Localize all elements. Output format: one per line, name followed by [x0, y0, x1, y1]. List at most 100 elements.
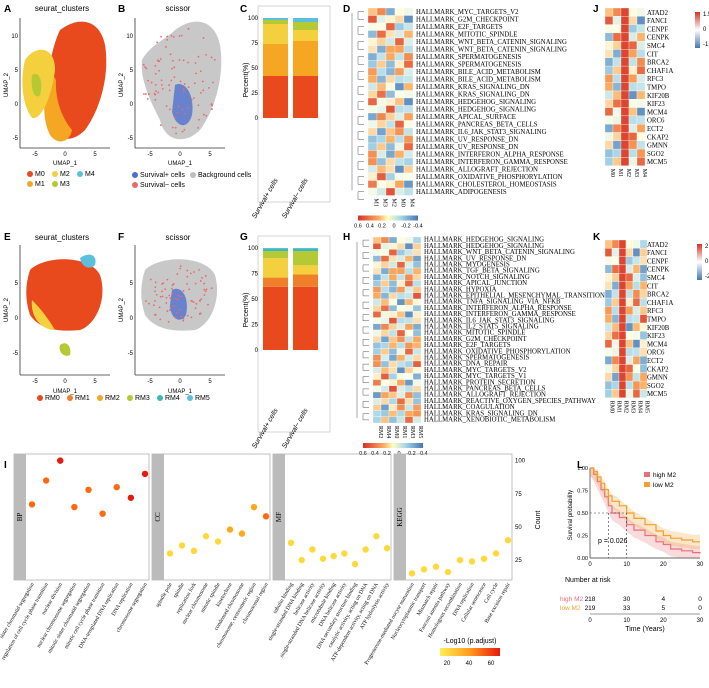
heatmap-cell [620, 107, 630, 117]
heatmap-cell [404, 286, 414, 293]
heatmap-cell [380, 267, 390, 275]
row-label: KIF23 [647, 333, 665, 340]
heatmap-cell [639, 389, 648, 398]
heatmap-cell [639, 372, 648, 382]
panel-e: E seurat_clusters UMAP_2 UMAP_1 -5 0 5 5… [4, 232, 110, 395]
heatmap-cell [404, 336, 414, 343]
heatmap-cell [380, 342, 390, 349]
row-label: MCM5 [647, 159, 668, 166]
row-label: HALLMARK_MYC_TARGETS_V2 [424, 367, 527, 374]
heatmap-cell [396, 305, 406, 312]
facet-frame [13, 453, 150, 581]
heatmap-cell [604, 32, 614, 42]
heatmap-cell [628, 124, 638, 133]
survival-minus-point [166, 310, 169, 312]
color-legend-tick: 60 [488, 661, 495, 667]
legend-label: Survival− cells [140, 182, 185, 189]
legend-swatch [27, 181, 33, 187]
color-legend-bar [440, 648, 500, 656]
heatmap-cell [367, 97, 378, 106]
heatmap-cell [376, 15, 387, 24]
survival-minus-point [177, 294, 179, 297]
bar-segment-m1 [293, 41, 318, 76]
heatmap-cell [396, 311, 406, 318]
heatmap-cell [394, 60, 405, 69]
survival-minus-point [154, 281, 157, 284]
y-axis-label: UMAP_2 [119, 72, 125, 97]
survival-minus-point [168, 89, 171, 92]
heatmap-cell [372, 329, 382, 337]
survival-minus-point [203, 288, 206, 291]
row-label: HALLMARK_INTERFERON_GAMMA_RESPONSE [424, 311, 576, 318]
heatmap-cell [636, 132, 646, 141]
row-label: HALLMARK_COAGULATION [424, 404, 515, 411]
survival-minus-point [200, 298, 203, 301]
heatmap-cell [620, 82, 630, 92]
heatmap-cell [385, 60, 396, 69]
survival-minus-point [145, 67, 148, 70]
x-tick: 5 [208, 152, 212, 158]
risk-value: 219 [585, 605, 596, 612]
y-tick: -5 [128, 351, 134, 357]
heatmap-cell [388, 342, 398, 349]
legend-swatch [157, 395, 163, 401]
heatmap-cell [376, 90, 387, 99]
bar-segment-m3 [293, 22, 318, 30]
bar-segment-rm4 [293, 249, 318, 252]
heatmap-cell [376, 75, 387, 84]
heatmap-cell [385, 67, 396, 76]
row-label: HALLMARK_APICAL_JUNCTION [424, 280, 527, 287]
heatmap-cell [604, 356, 613, 365]
heatmap-cell [628, 16, 638, 25]
survival-minus-point [159, 124, 162, 127]
enrichment-dot [99, 510, 106, 517]
dendrogram-branch [362, 413, 369, 421]
heatmap-cell [625, 314, 634, 324]
legend-tick: -0.4 [413, 224, 422, 230]
heatmap-cell [412, 360, 422, 368]
heatmap-cell [372, 243, 382, 250]
survival-minus-point [150, 81, 153, 84]
risk-value: 4 [662, 596, 666, 603]
survival-minus-point [203, 294, 206, 296]
row-label: HALLMARK_E2F_TARGETS [424, 342, 511, 349]
heatmap-cell [376, 30, 387, 39]
heatmap-cell [385, 105, 396, 114]
survival-minus-point [171, 287, 173, 290]
heatmap-cell [388, 354, 398, 362]
row-label: HALLMARK_BILE_ACID_METABOLISM [416, 77, 541, 84]
survival-minus-point [161, 290, 163, 293]
heatmap-cell [636, 99, 646, 108]
survival-minus-point [154, 83, 157, 86]
heatmap-cell [394, 142, 405, 151]
color-legend-bar [363, 443, 423, 448]
y-tick: -5 [128, 136, 134, 142]
facet-label: BP [16, 513, 24, 522]
survival-minus-point [144, 66, 146, 68]
row-label: HALLMARK_HEDGEHOG_SIGNALING [416, 107, 536, 114]
heatmap-cell [376, 52, 387, 61]
heatmap-cell [380, 261, 390, 269]
survival-minus-point [170, 79, 173, 82]
x-category-label: Survival− cells [281, 407, 310, 450]
dendrogram-branch [362, 363, 369, 371]
heatmap-cell [388, 373, 398, 380]
heatmap-cell [612, 140, 622, 150]
heatmap-cell [625, 372, 634, 382]
survival-minus-point [202, 37, 205, 39]
heatmap-cell [396, 385, 406, 393]
enrichment-dot [362, 546, 369, 553]
survival-minus-point [178, 59, 181, 61]
heatmap-cell [604, 248, 613, 257]
survival-minus-point [207, 303, 209, 306]
x-tick: 5 [93, 379, 97, 385]
heatmap-cell [604, 331, 613, 340]
row-label: GMNN [647, 375, 668, 382]
survival-minus-point [158, 306, 161, 309]
survival-minus-point [186, 275, 189, 278]
heatmap-cell [367, 180, 378, 189]
heatmap-cell [612, 148, 622, 158]
heatmap-cell [367, 52, 378, 61]
heatmap-cell [636, 49, 646, 58]
